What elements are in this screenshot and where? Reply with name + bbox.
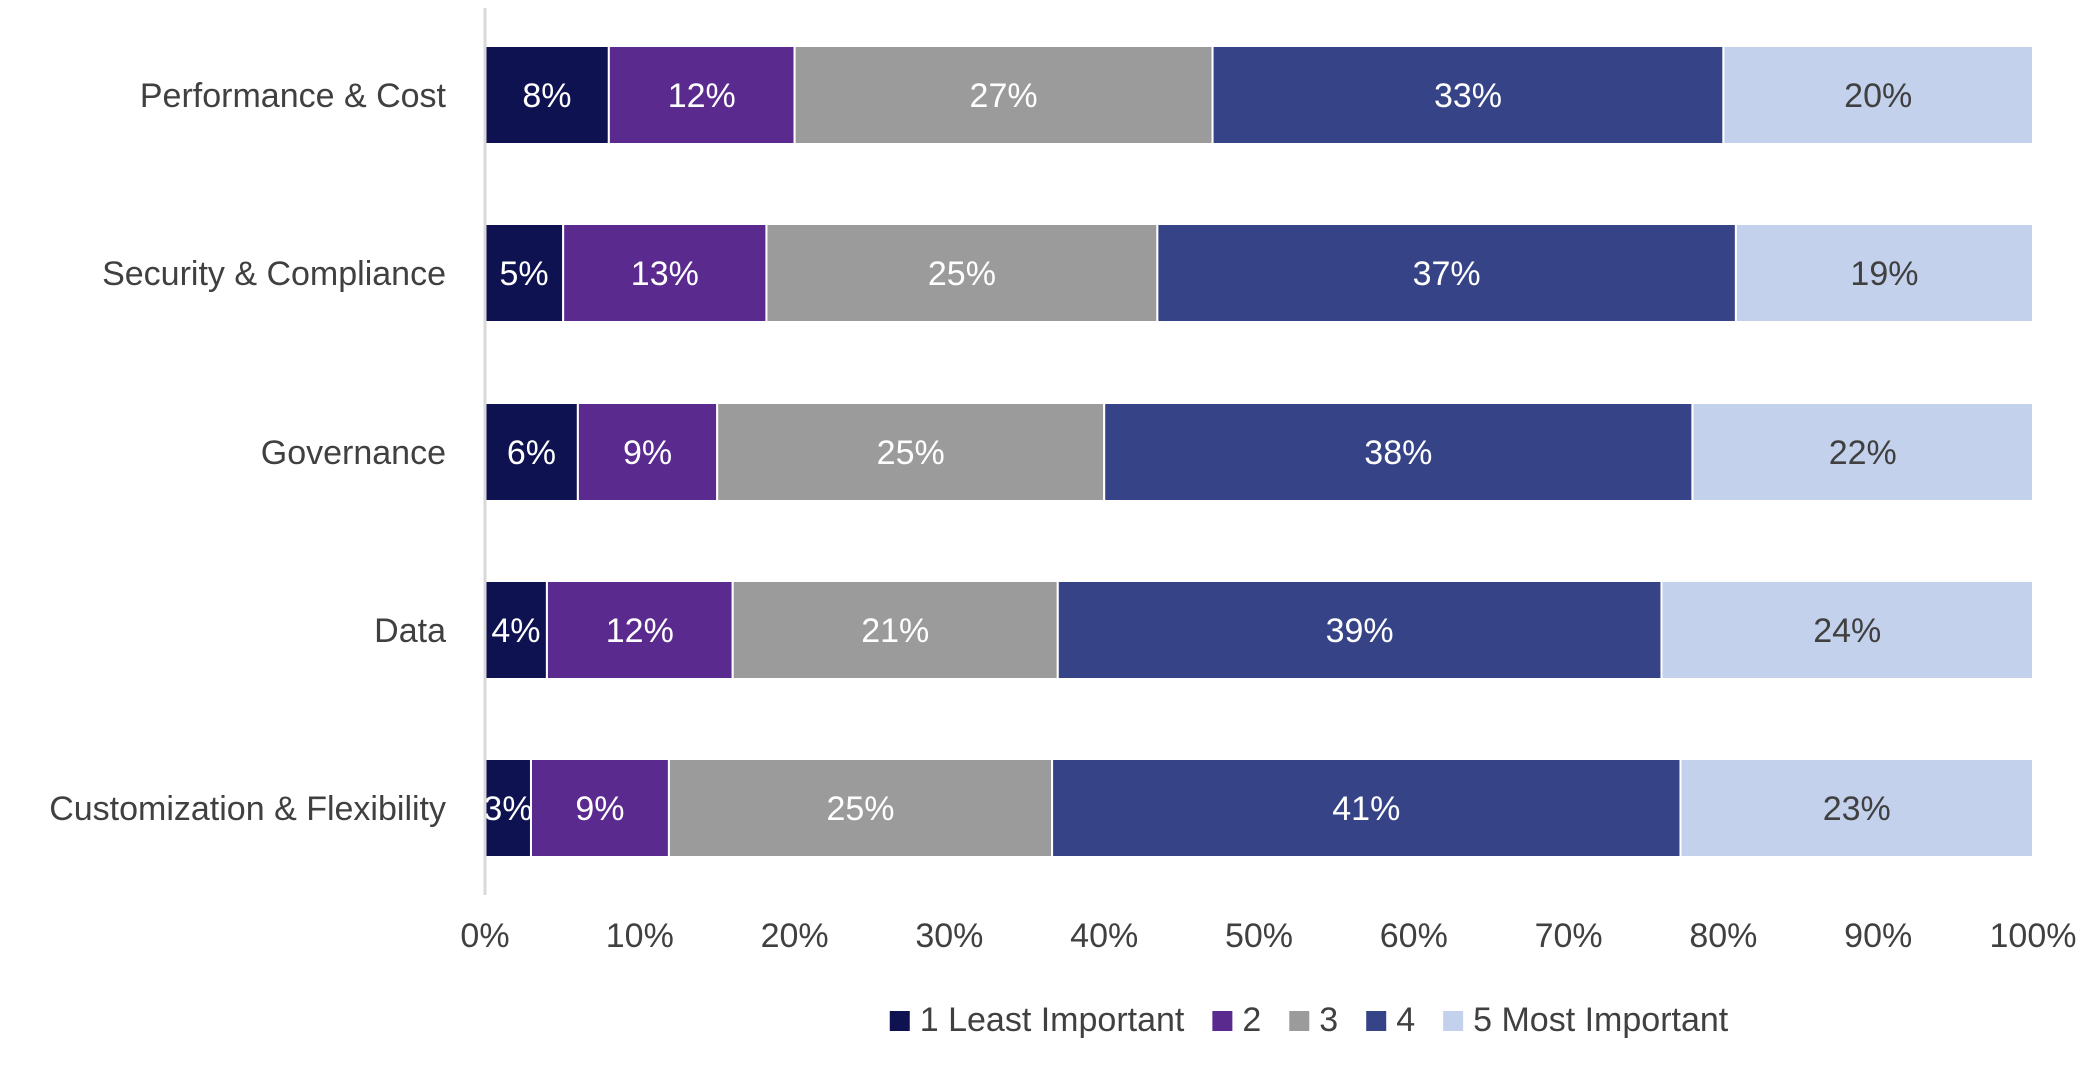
legend-item: 3 <box>1289 1001 1338 1039</box>
bar-row: 5% 13% 25% 37% 19% <box>484 223 2034 323</box>
bar-segment <box>1660 580 2034 680</box>
data-label: 41% <box>1332 790 1400 828</box>
bar-segment <box>1156 223 1737 323</box>
data-label: 25% <box>928 255 996 293</box>
bar-segment <box>607 45 796 145</box>
data-label: 33% <box>1434 77 1502 115</box>
data-label: 5% <box>500 255 549 293</box>
bar-segment <box>1722 45 2035 145</box>
legend-item: 2 <box>1212 1001 1261 1039</box>
bar-segment <box>731 580 1059 680</box>
legend-swatch <box>1289 1011 1310 1031</box>
data-label: 21% <box>861 612 929 650</box>
data-label: 25% <box>877 434 945 472</box>
bars-layer: 8% 12% 27% 33% 20% 5% 13% 25% 37% 19% 6% 9% 25% 38% 22… <box>483 45 2035 858</box>
data-label: 27% <box>970 77 1038 115</box>
bar-segment <box>529 758 670 858</box>
x-tick-label: 50% <box>1225 917 1293 955</box>
x-tick-label: 40% <box>1070 917 1138 955</box>
data-label: 22% <box>1829 434 1897 472</box>
bar-row: 3% 9% 25% 41% 23% <box>483 758 2034 858</box>
x-tick-label: 90% <box>1844 917 1912 955</box>
data-label: 9% <box>575 790 624 828</box>
legend-label: 1 Least Important <box>920 1001 1185 1039</box>
legend-swatch <box>1443 1011 1464 1031</box>
data-label: 9% <box>623 434 672 472</box>
data-label: 13% <box>631 255 699 293</box>
legend-swatch <box>1212 1011 1233 1031</box>
legend-label: 4 <box>1396 1001 1415 1039</box>
x-tick-label: 60% <box>1380 917 1448 955</box>
category-label: Data <box>374 612 446 650</box>
bar-segment <box>576 402 719 502</box>
bar-segment <box>562 223 768 323</box>
data-label: 39% <box>1326 612 1394 650</box>
data-label: 8% <box>522 77 571 115</box>
data-label: 37% <box>1413 255 1481 293</box>
bar-row: 6% 9% 25% 38% 22% <box>484 402 2034 502</box>
legend-item: 1 Least Important <box>889 1001 1185 1039</box>
data-label: 12% <box>668 77 736 115</box>
data-label: 23% <box>1823 790 1891 828</box>
bar-segment <box>1691 402 2034 502</box>
legend: 1 Least Important 2 3 4 5 Most Important <box>889 1001 1729 1039</box>
bar-segment <box>1103 402 1694 502</box>
data-label: 20% <box>1844 77 1912 115</box>
data-label: 6% <box>507 434 556 472</box>
bar-segment <box>1056 580 1663 680</box>
legend-label: 2 <box>1242 1001 1261 1039</box>
legend-item: 5 Most Important <box>1443 1001 1729 1039</box>
bar-segment <box>716 402 1106 502</box>
category-label: Governance <box>261 434 446 472</box>
bar-row: 8% 12% 27% 33% 20% <box>484 45 2035 145</box>
legend-item: 4 <box>1366 1001 1415 1039</box>
category-label: Customization & Flexibility <box>49 790 446 828</box>
axis-layer: Performance & Cost Security & Compliance G… <box>49 8 2076 955</box>
data-label: 24% <box>1813 612 1881 650</box>
legend-label: 5 Most Important <box>1473 1001 1729 1039</box>
data-label: 12% <box>606 612 674 650</box>
x-tick-label: 20% <box>761 917 829 955</box>
bar-segment <box>545 580 734 680</box>
data-label: 4% <box>491 612 540 650</box>
legend-swatch <box>889 1011 910 1031</box>
x-tick-label: 0% <box>460 917 509 955</box>
bar-segment <box>793 45 1214 145</box>
legend-label: 3 <box>1319 1001 1338 1039</box>
bar-segment <box>765 223 1159 323</box>
category-label: Performance & Cost <box>140 77 447 115</box>
x-tick-label: 10% <box>606 917 674 955</box>
category-label: Security & Compliance <box>102 255 446 293</box>
x-tick-label: 30% <box>915 917 983 955</box>
legend-swatch <box>1366 1011 1387 1031</box>
data-label: 3% <box>483 790 532 828</box>
bar-segment <box>1734 223 2034 323</box>
bar-segment <box>484 45 610 145</box>
data-label: 19% <box>1850 255 1918 293</box>
x-tick-label: 100% <box>1990 917 2077 955</box>
bar-row: 4% 12% 21% 39% 24% <box>484 580 2034 680</box>
x-tick-label: 70% <box>1535 917 1603 955</box>
bar-segment <box>667 758 1054 858</box>
data-label: 25% <box>826 790 894 828</box>
bar-segment <box>1679 758 2034 858</box>
bar-segment <box>1211 45 1725 145</box>
data-label: 38% <box>1364 434 1432 472</box>
x-tick-label: 80% <box>1689 917 1757 955</box>
